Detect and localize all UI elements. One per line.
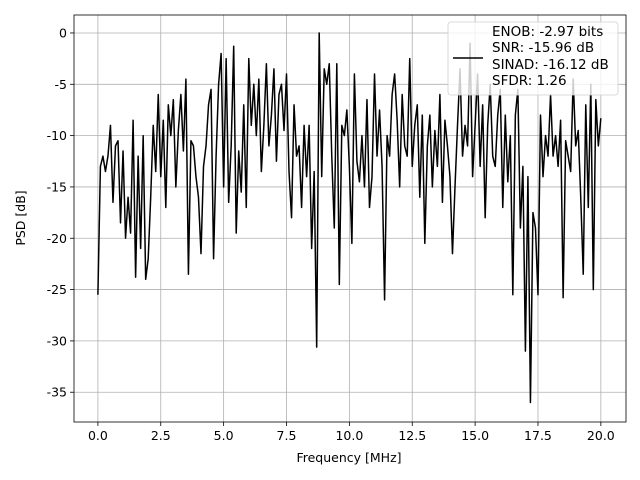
y-tick-label: -20 [47,231,67,246]
x-tick-label: 5.0 [214,428,234,443]
x-axis-label: Frequency [MHz] [296,450,401,465]
x-tick-label: 10.0 [335,428,363,443]
y-tick-label: -35 [47,385,67,400]
x-tick-label: 2.5 [151,428,171,443]
y-tick-label: -5 [55,77,67,92]
y-tick-label: -30 [47,333,67,348]
legend-box [447,21,619,96]
x-tick-label: 0.0 [88,428,108,443]
y-tick-label: -25 [47,282,67,297]
axes-frame [73,14,627,423]
x-tick-label: 20.0 [587,428,615,443]
x-tick-label: 17.5 [524,428,552,443]
legend-label: ENOB: -2.97 bits SNR: -15.96 dB SINAD: -… [492,24,609,89]
y-tick-label: 0 [59,25,67,40]
y-tick-label: -15 [47,179,67,194]
x-tick-label: 7.5 [277,428,297,443]
x-tick-label: 15.0 [461,428,489,443]
y-axis-label: PSD [dB] [13,190,28,245]
y-tick-label: -10 [47,128,67,143]
x-tick-label: 12.5 [398,428,426,443]
line-series [97,32,602,404]
